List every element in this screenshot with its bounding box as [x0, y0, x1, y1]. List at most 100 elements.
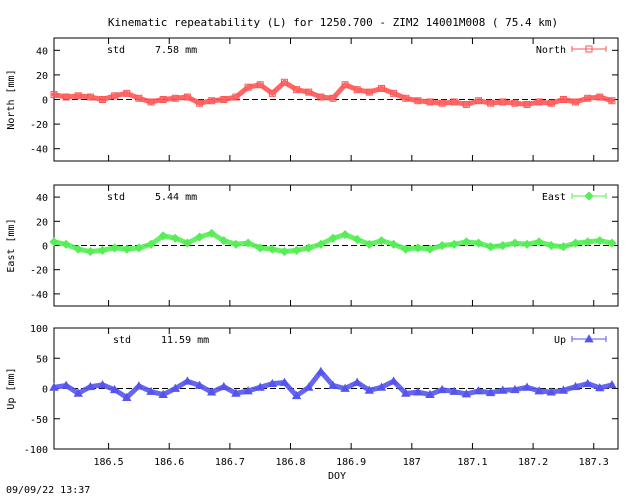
- north-data-point: [293, 86, 301, 94]
- up-data-point: [570, 381, 581, 391]
- up-data-point: [182, 376, 193, 385]
- north-data-point: [462, 100, 470, 108]
- east-data-point: [546, 240, 556, 251]
- north-data-point: [317, 93, 325, 101]
- north-std-label: std: [107, 45, 125, 56]
- up-data-point: [595, 383, 605, 392]
- east-data-point: [437, 240, 447, 251]
- north-y-tick-label: -40: [30, 145, 48, 156]
- north-data-point: [438, 99, 446, 107]
- east-data-point: [522, 239, 532, 249]
- up-data-point: [352, 377, 362, 386]
- east-data-point: [255, 243, 265, 253]
- x-axis-tick-labels: 186.5 186.6 186.7 186.8 186.9 187 187.1 187.2 18…: [94, 457, 609, 468]
- east-data-point: [182, 238, 192, 248]
- up-y-tick-label: -50: [30, 415, 48, 426]
- north-legend-label: North: [536, 45, 566, 56]
- east-y-tick-label: -20: [30, 266, 48, 277]
- timestamp: 09/09/22 13:37: [6, 485, 90, 496]
- north-data-point: [62, 93, 70, 101]
- up-data-point: [425, 389, 435, 398]
- panel-north: -40 -20 0 20 40 North [mm] std 7.58 mm North: [6, 37, 619, 162]
- east-data-point: [207, 228, 217, 238]
- up-std-value: 11.59 mm: [161, 335, 209, 346]
- east-y-axis-label: East [mm]: [6, 218, 17, 272]
- east-data-point: [510, 238, 520, 248]
- up-legend-marker: [584, 334, 594, 343]
- up-data-point: [340, 383, 350, 392]
- x-tick-label: 186.5: [94, 457, 124, 468]
- up-data-point: [73, 388, 83, 397]
- east-data-point: [570, 238, 581, 248]
- north-data-point: [402, 94, 410, 102]
- up-data-point: [304, 382, 314, 391]
- up-data-point: [510, 384, 520, 394]
- east-data-point: [279, 246, 290, 257]
- east-data-point: [85, 246, 95, 257]
- north-data-point: [196, 99, 204, 107]
- east-data-point: [267, 244, 277, 254]
- chart-title: Kinematic repeatability (L) for 1250.700…: [108, 16, 558, 29]
- east-data-point: [352, 234, 362, 245]
- up-data-point: [146, 386, 156, 395]
- up-data-point: [328, 380, 338, 389]
- up-data-point: [437, 384, 447, 394]
- up-data-point: [461, 389, 472, 398]
- north-data-point: [377, 84, 385, 92]
- north-data-point: [147, 98, 155, 106]
- north-data-point: [280, 78, 288, 86]
- x-tick-label: 186.9: [336, 457, 366, 468]
- up-data-point: [291, 390, 302, 400]
- north-data-point: [475, 97, 483, 105]
- east-data-point: [461, 237, 471, 247]
- north-data-point: [232, 93, 240, 101]
- up-data-point: [388, 376, 399, 385]
- up-y-tick-label: 100: [30, 324, 48, 335]
- up-data-point: [473, 386, 484, 395]
- x-tick-label: 186.8: [275, 457, 305, 468]
- north-data-point: [208, 97, 216, 105]
- east-data-point: [231, 239, 241, 249]
- north-data-point: [450, 98, 458, 106]
- east-data-point: [425, 244, 435, 254]
- north-data-point: [305, 88, 313, 96]
- east-data-point: [328, 233, 338, 243]
- up-data-point: [279, 377, 290, 386]
- east-data-point: [389, 239, 399, 249]
- north-data-point: [268, 89, 276, 97]
- up-data-point: [158, 389, 168, 398]
- north-y-tick-label: 20: [36, 71, 48, 82]
- north-data-point: [329, 94, 337, 102]
- north-data-point: [426, 98, 434, 106]
- east-data-point: [583, 237, 593, 247]
- up-y-tick-label: 0: [42, 385, 48, 396]
- north-data-point: [559, 96, 567, 103]
- east-data-point: [146, 239, 156, 249]
- north-data-point: [220, 96, 228, 103]
- north-data-point: [572, 98, 580, 106]
- up-y-axis-label: Up [mm]: [6, 367, 17, 409]
- east-data-point: [486, 242, 496, 252]
- east-data-point: [340, 230, 350, 240]
- panel-up: -100 -50 0 50 100 Up [mm] std 11.59 mm Up: [6, 324, 619, 456]
- east-data-point: [401, 244, 411, 254]
- up-std-label: std: [113, 335, 131, 346]
- up-data-point: [413, 387, 423, 396]
- up-data-point: [401, 388, 411, 397]
- up-data-point: [498, 385, 508, 394]
- x-tick-label: 187: [403, 457, 421, 468]
- up-data-point: [49, 382, 59, 391]
- east-data-point: [134, 243, 144, 253]
- east-data-point: [413, 243, 423, 253]
- east-data-point: [292, 245, 302, 255]
- up-data-point: [534, 386, 544, 395]
- up-data-point: [364, 385, 375, 394]
- east-data-point: [170, 233, 180, 243]
- x-tick-label: 186.7: [215, 457, 245, 468]
- east-data-point: [122, 244, 132, 254]
- north-legend-marker: [585, 45, 593, 53]
- north-series-line: [51, 79, 615, 107]
- east-data-point: [110, 243, 120, 253]
- up-data-point: [170, 383, 180, 392]
